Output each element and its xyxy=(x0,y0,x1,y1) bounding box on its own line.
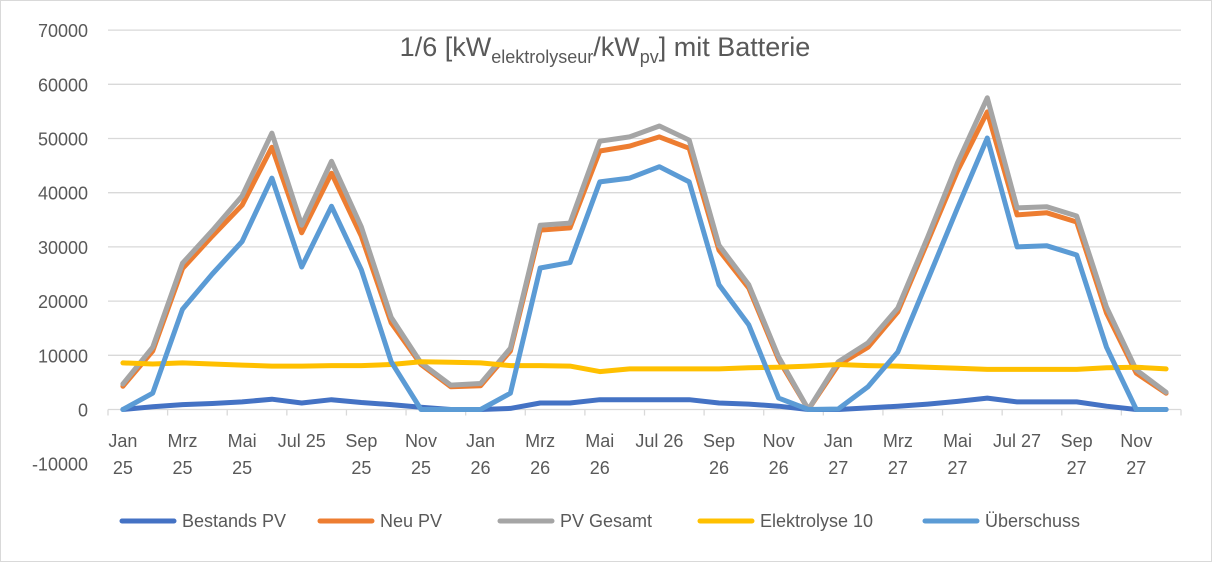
x-tick-label: Sep 26 xyxy=(703,431,735,478)
title-subscript-1: elektrolyseur xyxy=(491,47,593,67)
title-mid: /kW xyxy=(593,32,640,62)
series-lines xyxy=(120,95,1169,412)
x-tick-label: Sep 25 xyxy=(345,431,377,478)
legend-label: Elektrolyse 10 xyxy=(760,511,873,531)
x-axis: Jan 25 Mrz 25 Mai 25 Jul 25 Sep 25 Nov 25 Jan 26 Mrz 2… xyxy=(107,409,1182,478)
gridlines xyxy=(108,29,1181,411)
y-axis: -10000 0 10000 20000 30000 40000 50000 60000 700… xyxy=(32,21,88,475)
x-tick-label: Mai 27 xyxy=(943,431,972,478)
y-tick-label: 30000 xyxy=(38,238,88,258)
legend-item: Elektrolyse 10 xyxy=(697,511,873,531)
y-tick-label: -10000 xyxy=(32,455,88,475)
series-line-neu-pv xyxy=(120,109,1169,412)
title-prefix: 1/6 [kW xyxy=(400,32,492,62)
title-subscript-2: pv xyxy=(640,47,659,67)
x-tick-label: Jan 26 xyxy=(466,431,495,478)
legend-label: Überschuss xyxy=(985,511,1080,531)
x-tick-label: Mai 26 xyxy=(585,431,614,478)
y-tick-label: 10000 xyxy=(38,346,88,366)
legend-item: PV Gesamt xyxy=(497,511,652,531)
x-tick-label: Jan 25 xyxy=(108,431,137,478)
x-tick-label: Mrz 25 xyxy=(168,431,198,478)
legend-item: Neu PV xyxy=(317,511,442,531)
y-tick-label: 40000 xyxy=(38,184,88,204)
series-line-bestands-pv xyxy=(120,395,1169,412)
series-line-überschuss xyxy=(120,135,1169,412)
series-line-elektrolyse-10 xyxy=(120,359,1169,375)
x-tick-label: Mai 25 xyxy=(228,431,257,478)
chart-title: 1/6 [kWelektrolyseur/kWpv] mit Batterie xyxy=(400,32,811,67)
title-suffix: ] mit Batterie xyxy=(659,32,811,62)
x-tick-label: Mrz 27 xyxy=(883,431,913,478)
legend-label: Bestands PV xyxy=(182,511,286,531)
y-tick-label: 50000 xyxy=(38,130,88,150)
legend-label: Neu PV xyxy=(380,511,442,531)
x-tick-label: Nov 27 xyxy=(1120,431,1152,478)
x-tick-label: Mrz 26 xyxy=(525,431,555,478)
x-tick-label: Sep 27 xyxy=(1061,431,1093,478)
legend: Bestands PV Neu PV PV Gesamt Elektrolyse 10… xyxy=(119,511,1080,531)
legend-item: Bestands PV xyxy=(119,511,286,531)
series-line-pv-gesamt xyxy=(120,95,1169,412)
legend-label: PV Gesamt xyxy=(560,511,652,531)
y-tick-label: 0 xyxy=(78,401,88,421)
legend-item: Überschuss xyxy=(922,511,1080,531)
x-tick-label: Jul 27 xyxy=(993,431,1041,451)
x-tick-label: Nov 25 xyxy=(405,431,437,478)
y-tick-label: 20000 xyxy=(38,292,88,312)
x-tick-label: Nov 26 xyxy=(763,431,795,478)
x-tick-label: Jul 25 xyxy=(278,431,326,451)
y-tick-label: 60000 xyxy=(38,75,88,95)
x-tick-label: Jul 26 xyxy=(635,431,683,451)
x-tick-label: Jan 27 xyxy=(824,431,853,478)
y-tick-label: 70000 xyxy=(38,21,88,41)
